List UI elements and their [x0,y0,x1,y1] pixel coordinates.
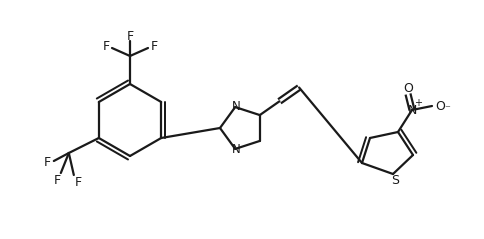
Text: F: F [74,176,81,190]
Text: N: N [408,103,417,116]
Text: ⁻: ⁻ [444,104,450,114]
Text: S: S [391,174,399,188]
Text: F: F [43,156,50,168]
Text: N: N [232,100,241,113]
Text: F: F [103,39,109,53]
Text: F: F [151,39,158,53]
Text: O: O [435,99,445,113]
Text: F: F [126,29,134,43]
Text: O: O [403,81,413,94]
Text: F: F [53,174,60,188]
Text: +: + [414,98,422,108]
Text: N: N [232,143,241,156]
